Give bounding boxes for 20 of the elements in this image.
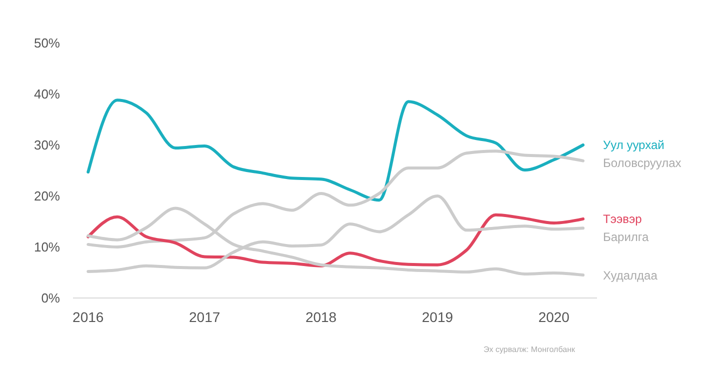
y-tick-label: 30% xyxy=(34,138,60,153)
x-tick-label: 2019 xyxy=(422,309,454,325)
y-tick-label: 20% xyxy=(34,188,60,204)
y-tick-label: 0% xyxy=(41,290,60,306)
line-series xyxy=(86,98,585,202)
series-label: Худалдаа xyxy=(603,268,658,282)
text: Эх сурвалж: Монголбанк xyxy=(484,345,576,354)
y-tick-label: 50% xyxy=(34,36,60,51)
series-label: Тээвэр xyxy=(603,212,642,226)
series-label: Барилга xyxy=(603,230,650,244)
y-tick-label: 40% xyxy=(34,86,60,102)
series-label: Боловсруулах xyxy=(603,156,682,170)
y-tick-label: 10% xyxy=(34,240,60,255)
x-tick-label: 2018 xyxy=(305,309,337,325)
series-label: Уул уурхай xyxy=(603,138,664,152)
line-series xyxy=(86,194,585,273)
line-series xyxy=(86,213,585,268)
x-tick-label: 2020 xyxy=(538,309,570,325)
x-tick-label: 2016 xyxy=(72,309,104,325)
x-tick-label: 2017 xyxy=(189,309,220,325)
